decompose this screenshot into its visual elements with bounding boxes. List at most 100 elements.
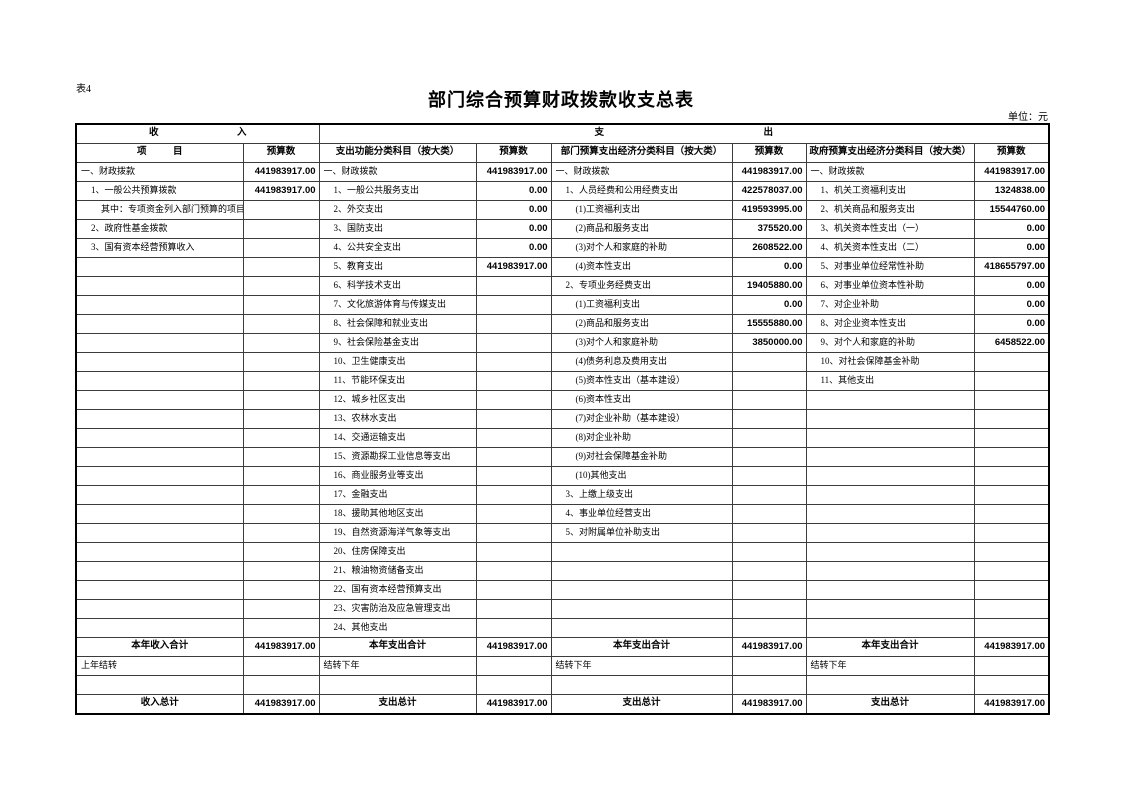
- value-cell: [475, 466, 552, 486]
- item-cell: [805, 504, 975, 524]
- item-cell: 9、对个人和家庭的补助: [805, 333, 975, 353]
- summary-value-cell: 441983917.00: [731, 694, 807, 715]
- item-cell: 8、对企业资本性支出: [805, 314, 975, 334]
- summary-value-cell: 441983917.00: [242, 637, 320, 657]
- value-cell: [973, 618, 1050, 638]
- item-cell: [550, 580, 733, 600]
- budget-row: 1、一般公共预算拨款 441983917.00 1、一般公共服务支出 0.00 1、人员…: [75, 181, 1050, 201]
- value-cell: 418655797.00: [973, 257, 1050, 277]
- item-cell: 20、住房保障支出: [318, 542, 477, 562]
- summary-value-cell: [973, 675, 1050, 695]
- budget-row: 20、住房保障支出: [75, 542, 1050, 562]
- budget-row: 23、灾害防治及应急管理支出: [75, 599, 1050, 619]
- item-cell: (2)商品和服务支出: [550, 219, 733, 239]
- value-cell: [973, 542, 1050, 562]
- item-cell: 2、专项业务经费支出: [550, 276, 733, 296]
- summary-label-cell: [805, 675, 975, 695]
- item-cell: 10、对社会保障基金补助: [805, 352, 975, 372]
- value-cell: [242, 371, 320, 391]
- item-cell: (4)债务利息及费用支出: [550, 352, 733, 372]
- value-cell: [731, 599, 807, 619]
- budget-row: 15、资源勘探工业信息等支出 (9)对社会保障基金补助: [75, 447, 1050, 467]
- item-cell: 6、对事业单位资本性补助: [805, 276, 975, 296]
- budget-row: 10、卫生健康支出 (4)债务利息及费用支出 10、对社会保障基金补助: [75, 352, 1050, 372]
- item-cell: [805, 409, 975, 429]
- item-cell: 15、资源勘探工业信息等支出: [318, 447, 477, 467]
- summary-row-plain: 上年结转 结转下年 结转下年 结转下年: [75, 656, 1050, 676]
- value-cell: 0.00: [475, 238, 552, 258]
- column-header-function-class: 支出功能分类科目（按大类）: [318, 143, 477, 163]
- value-cell: [973, 409, 1050, 429]
- summary-value-cell: [475, 656, 552, 676]
- budget-row: 22、国有资本经营预算支出: [75, 580, 1050, 600]
- value-cell: [731, 352, 807, 372]
- summary-label-cell: [550, 675, 733, 695]
- summary-label-cell: [318, 675, 477, 695]
- item-cell: 3、上缴上级支出: [550, 485, 733, 505]
- budget-row: 2、政府性基金拨款 3、国防支出 0.00 (2)商品和服务支出 375520.00 3、…: [75, 219, 1050, 239]
- value-cell: [242, 618, 320, 638]
- item-cell: 1、一般公共服务支出: [318, 181, 477, 201]
- value-cell: [973, 352, 1050, 372]
- summary-value-cell: [242, 675, 320, 695]
- summary-value-cell: [731, 656, 807, 676]
- item-cell: 8、社会保障和就业支出: [318, 314, 477, 334]
- column-header-budget: 预算数: [242, 143, 320, 163]
- value-cell: [475, 295, 552, 315]
- section-header-row: 收入 支出: [75, 123, 1050, 144]
- value-cell: 0.00: [475, 200, 552, 220]
- value-cell: [242, 485, 320, 505]
- column-header-budget: 预算数: [475, 143, 552, 163]
- value-cell: [475, 428, 552, 448]
- item-cell: [805, 542, 975, 562]
- value-cell: [242, 504, 320, 524]
- value-cell: 2608522.00: [731, 238, 807, 258]
- summary-row-total: 收入总计 441983917.00 支出总计 441983917.00 支出总计 4419…: [75, 694, 1050, 715]
- item-cell: 18、援助其他地区支出: [318, 504, 477, 524]
- value-cell: [731, 580, 807, 600]
- value-cell: [242, 542, 320, 562]
- item-cell: [805, 485, 975, 505]
- value-cell: 0.00: [973, 219, 1050, 239]
- item-cell: 2、外交支出: [318, 200, 477, 220]
- value-cell: [973, 599, 1050, 619]
- value-cell: [731, 523, 807, 543]
- value-cell: [731, 371, 807, 391]
- item-cell: 4、公共安全支出: [318, 238, 477, 258]
- value-cell: [973, 580, 1050, 600]
- value-cell: 19405880.00: [731, 276, 807, 296]
- summary-label-cell: [75, 675, 244, 695]
- item-cell: 23、灾害防治及应急管理支出: [318, 599, 477, 619]
- item-cell: 22、国有资本经营预算支出: [318, 580, 477, 600]
- value-cell: [242, 295, 320, 315]
- budget-row: 7、文化旅游体育与传媒支出 (1)工资福利支出 0.00 7、对企业补助 0.00: [75, 295, 1050, 315]
- value-cell: [475, 409, 552, 429]
- budget-row: 8、社会保障和就业支出 (2)商品和服务支出 15555880.00 8、对企业资本性…: [75, 314, 1050, 334]
- value-cell: [475, 542, 552, 562]
- item-cell: [805, 618, 975, 638]
- column-header-budget: 预算数: [973, 143, 1050, 163]
- value-cell: [973, 504, 1050, 524]
- item-cell: 4、事业单位经营支出: [550, 504, 733, 524]
- expenditure-section-header: 支出: [318, 123, 1050, 144]
- budget-row: 6、科学技术支出 2、专项业务经费支出 19405880.00 6、对事业单位资本性补…: [75, 276, 1050, 296]
- summary-label-cell: 结转下年: [550, 656, 733, 676]
- summary-value-cell: 441983917.00: [973, 637, 1050, 657]
- value-cell: [242, 523, 320, 543]
- value-cell: [242, 447, 320, 467]
- value-cell: [973, 523, 1050, 543]
- item-cell: [75, 485, 244, 505]
- column-header-budget: 预算数: [731, 143, 807, 163]
- item-cell: 3、机关资本性支出（一）: [805, 219, 975, 239]
- item-cell: (4)资本性支出: [550, 257, 733, 277]
- value-cell: [242, 390, 320, 410]
- item-cell: [75, 542, 244, 562]
- item-cell: 14、交通运输支出: [318, 428, 477, 448]
- summary-value-cell: [731, 675, 807, 695]
- item-cell: [805, 523, 975, 543]
- item-cell: [75, 257, 244, 277]
- item-cell: 其中：专项资金列入部门预算的项目: [75, 200, 244, 220]
- value-cell: [731, 466, 807, 486]
- value-cell: 6458522.00: [973, 333, 1050, 353]
